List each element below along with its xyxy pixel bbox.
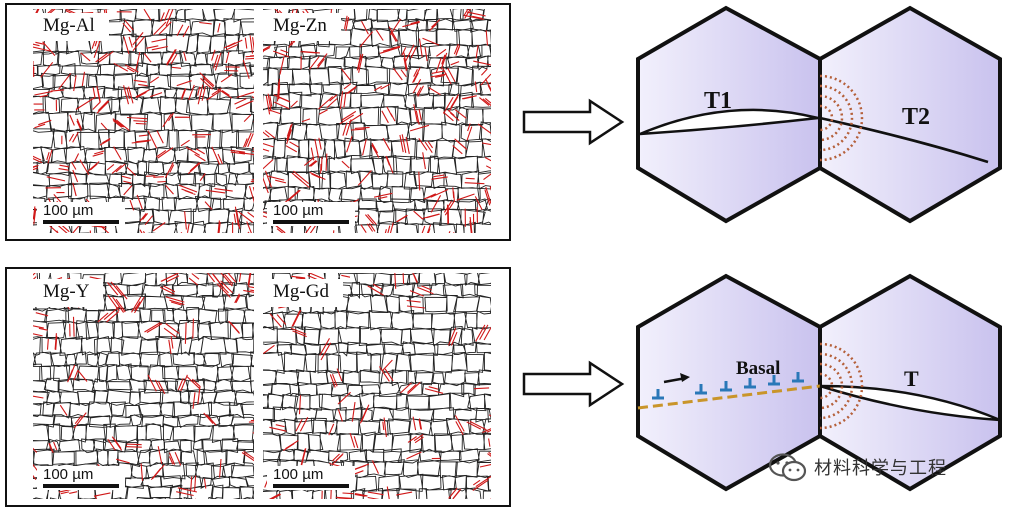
micrograph-mg-zn (263, 9, 491, 233)
twin-t2-lenticular (819, 116, 989, 164)
bottom-micrograph-frame: Mg-Y Mg-Gd 100 µm 100 µm (5, 267, 511, 507)
twin-boundaries (33, 273, 254, 499)
basal-label: Basal (736, 358, 780, 379)
grain-right-hexagon (818, 273, 1002, 492)
twin-label-t1: T1 (704, 88, 732, 114)
scale-bar-mg-y: 100 µm (37, 466, 125, 490)
watermark: 材料科学与工程 (768, 452, 947, 482)
basal-slip-schematic: Basal T (636, 273, 1002, 492)
arrow-right-icon (663, 373, 690, 384)
grain-right-hexagon (818, 5, 1002, 224)
micrograph-mg-y (33, 273, 254, 499)
scale-bar-mg-zn: 100 µm (267, 202, 355, 226)
arrow-right-icon (522, 360, 625, 408)
label-mg-al: Mg-Al (33, 13, 109, 41)
top-micrograph-frame: Mg-Al Mg-Zn 100 µm 100 µm (5, 3, 511, 241)
scale-bar-mg-gd: 100 µm (267, 466, 355, 490)
grain-boundaries (263, 9, 491, 233)
micrograph-mg-gd (263, 273, 491, 499)
label-mg-zn: Mg-Zn (263, 13, 341, 41)
scale-bar-mg-al: 100 µm (37, 202, 125, 226)
twin-transfer-schematic: T1 T2 (636, 5, 1002, 224)
twin-t-lenticular (819, 384, 1001, 422)
twin-label-t2: T2 (902, 104, 930, 130)
stress-concentration-arcs (819, 74, 864, 162)
label-mg-gd: Mg-Gd (263, 279, 343, 307)
basal-plane-line (637, 384, 821, 410)
dislocation-markers (652, 372, 804, 400)
wechat-icon (768, 453, 807, 482)
arrow-right-icon (522, 98, 625, 146)
twin-label-t: T (904, 366, 919, 391)
micrograph-mg-al (33, 9, 254, 233)
twin-t1-lenticular (639, 108, 819, 136)
stress-concentration-arcs (819, 342, 864, 430)
label-mg-y: Mg-Y (33, 279, 104, 307)
watermark-text: 材料科学与工程 (814, 458, 947, 479)
